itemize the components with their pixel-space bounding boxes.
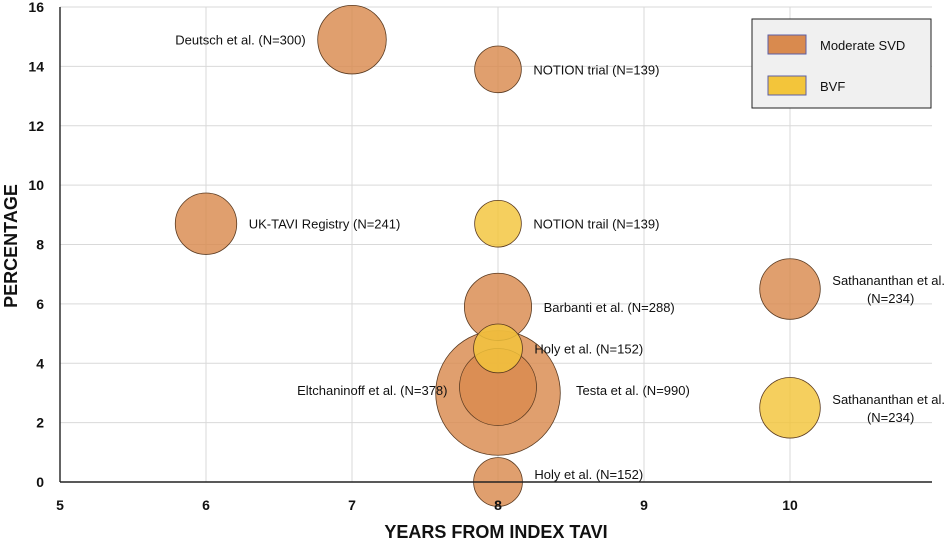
data-label: NOTION trial (N=139)	[533, 62, 659, 77]
x-tick-label: 5	[56, 497, 64, 513]
legend-swatch-bvf	[767, 75, 807, 96]
data-label: Testa et al. (N=990)	[576, 383, 690, 398]
y-tick-label: 10	[28, 177, 44, 193]
annotations: Testa et al. (N=990) Eltchaninoff et al. …	[175, 33, 945, 482]
data-label: Deutsch et al. (N=300)	[175, 33, 305, 48]
bvf-bubble	[759, 377, 821, 439]
svd-bubble	[474, 45, 522, 94]
x-tick-label: 6	[202, 497, 210, 513]
svd-bubble	[759, 258, 821, 320]
y-tick-label: 8	[36, 237, 44, 253]
data-label: Sathananthan et al. (N=234)	[832, 392, 945, 425]
legend: Moderate SVD BVF	[751, 18, 932, 109]
axes: 5 6 7 8 9 10 0 2 4 6 8 10 12 14 16	[28, 0, 932, 513]
legend-label: BVF	[820, 79, 845, 94]
data-label: Eltchaninoff et al. (N=378)	[297, 383, 447, 398]
y-tick-label: 14	[28, 58, 44, 74]
bvf-bubble	[473, 323, 523, 374]
y-tick-label: 0	[36, 474, 44, 490]
data-label: Barbanti et al. (N=288)	[544, 300, 675, 315]
data-label: UK-TAVI Registry (N=241)	[249, 217, 401, 232]
svd-bubble	[317, 4, 387, 75]
y-tick-label: 6	[36, 296, 44, 312]
y-tick-label: 2	[36, 415, 44, 431]
x-axis-title: YEARS FROM INDEX TAVI	[384, 522, 607, 541]
y-tick-label: 12	[28, 118, 44, 134]
y-tick-label: 16	[28, 0, 44, 15]
y-axis-title: PERCENTAGE	[1, 184, 21, 308]
bvf-bubble	[474, 199, 522, 248]
data-label: Sathananthan et al. (N=234)	[832, 273, 945, 306]
data-label: Holy et al. (N=152)	[534, 341, 643, 356]
data-label: NOTION trail (N=139)	[533, 217, 659, 232]
legend-label: Moderate SVD	[820, 38, 905, 53]
legend-swatch-svd	[767, 34, 807, 55]
x-tick-label: 8	[494, 497, 502, 513]
x-tick-label: 9	[640, 497, 648, 513]
y-tick-label: 4	[36, 355, 44, 371]
x-tick-label: 7	[348, 497, 356, 513]
bubbles	[174, 4, 821, 507]
data-label: Holy et al. (N=152)	[534, 467, 643, 482]
x-tick-label: 10	[782, 497, 798, 513]
svd-bubble	[174, 192, 238, 255]
